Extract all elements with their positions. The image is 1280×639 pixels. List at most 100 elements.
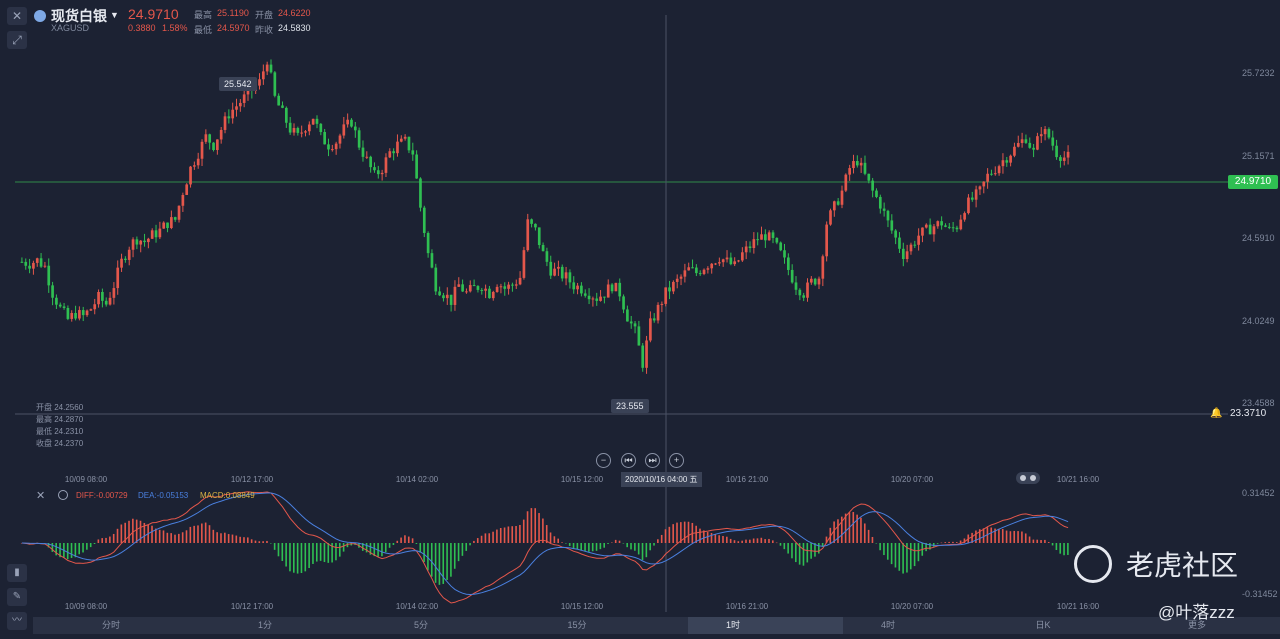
macd-bar: [400, 537, 402, 543]
candle-body: [292, 128, 296, 133]
macd-bar: [438, 543, 441, 585]
macd-bar: [706, 532, 709, 543]
y-tick: 24.0249: [1242, 316, 1275, 326]
draw-tool-button[interactable]: ⤢: [7, 31, 27, 49]
macd-bar: [423, 543, 425, 563]
view-toggle[interactable]: [1016, 472, 1040, 484]
macd-bar: [411, 538, 414, 543]
candle-body: [288, 122, 292, 133]
timeframe-active-highlight: [688, 617, 843, 634]
symbol-name[interactable]: 现货白银: [51, 8, 107, 24]
macd-bar: [97, 539, 100, 543]
chevron-down-icon[interactable]: ▼: [110, 10, 119, 20]
low-marker: 23.555: [611, 399, 649, 413]
candle-body: [511, 284, 514, 286]
candle-body: [894, 230, 897, 238]
tab-timeframe-active[interactable]: 1时: [725, 620, 740, 630]
candle-body: [104, 300, 108, 305]
macd-bar: [611, 542, 613, 544]
macd-bar: [185, 530, 188, 543]
ohlc-open: 开盘 24.2560: [36, 403, 84, 412]
candle-body: [396, 141, 399, 154]
macd-bar: [235, 535, 238, 543]
macd-bar: [580, 543, 583, 551]
tab-timeframe[interactable]: 5分: [413, 620, 428, 630]
macd-bar: [434, 543, 437, 583]
candle-body: [1032, 147, 1035, 150]
macd-bar: [760, 537, 763, 543]
close-chart-button[interactable]: ✕: [7, 7, 27, 25]
candle-body: [43, 265, 47, 267]
macd-bar: [273, 543, 276, 550]
indicator-button[interactable]: ▮: [7, 564, 27, 582]
bell-icon[interactable]: 🔔: [1210, 408, 1223, 419]
candle-body: [216, 139, 219, 151]
candle-body: [426, 232, 430, 254]
candle-body: [622, 296, 625, 310]
macd-bar: [369, 543, 372, 555]
candle-body: [384, 157, 388, 173]
candle-body: [74, 312, 77, 319]
macd-bar: [825, 536, 828, 543]
candle-body: [484, 288, 487, 291]
macd-bar: [384, 543, 387, 553]
x-tick: 10/09 08:00: [64, 475, 108, 484]
zoom-in-button[interactable]: +: [669, 453, 684, 468]
candle-body: [514, 284, 518, 286]
macd-bar: [20, 543, 23, 544]
candle-body: [618, 282, 622, 297]
candle-body: [852, 161, 855, 169]
macd-y-bottom: -0.31452: [1242, 589, 1278, 599]
candle-body: [714, 263, 717, 265]
candle-body: [430, 253, 434, 268]
macd-bar: [994, 528, 996, 543]
pen-button[interactable]: ✎: [7, 588, 27, 606]
candle-body: [576, 285, 579, 290]
line-chart-button[interactable]: 〰: [7, 612, 27, 630]
macd-bar: [1005, 530, 1008, 543]
candle-body: [78, 310, 81, 319]
candle-body: [890, 220, 894, 231]
macd-bar: [710, 532, 713, 543]
candle-body: [675, 278, 679, 282]
candle-body: [645, 340, 648, 368]
candle-body: [760, 234, 763, 240]
candle-body: [921, 227, 924, 236]
macd-bar: [718, 535, 720, 543]
candle-body: [1016, 143, 1020, 147]
macd-bar: [603, 543, 605, 548]
candle-body: [809, 278, 813, 283]
zoom-out-button[interactable]: −: [596, 453, 611, 468]
macd-bar: [530, 508, 533, 543]
tab-timeframe[interactable]: 分时: [101, 620, 120, 630]
x-tick: 10/16 21:00: [725, 475, 769, 484]
candle-body: [495, 286, 499, 292]
candle-body: [832, 201, 836, 211]
macd-bar: [373, 543, 376, 557]
candle-body: [886, 210, 890, 221]
macd-bar: [683, 521, 686, 543]
tab-timeframe[interactable]: 1分: [257, 620, 272, 630]
candle-body: [1024, 139, 1028, 143]
macd-bar: [1024, 533, 1027, 543]
tab-timeframe[interactable]: 15分: [567, 620, 587, 630]
macd-bar: [909, 543, 912, 570]
candle-body: [277, 95, 281, 106]
macd-bar: [1001, 529, 1004, 543]
close-indicator-icon[interactable]: ✕: [36, 490, 46, 502]
macd-bar: [419, 543, 422, 553]
candle-body: [905, 251, 909, 260]
close-icon: ✕: [11, 9, 23, 23]
tab-more[interactable]: 更多: [1187, 620, 1206, 630]
scroll-end-button[interactable]: ⏭: [645, 453, 660, 468]
candle-body: [227, 116, 231, 119]
candle-body: [357, 130, 361, 148]
tab-timeframe[interactable]: 4时: [880, 620, 895, 630]
scroll-start-button[interactable]: ⏮: [621, 453, 636, 468]
tab-timeframe[interactable]: 日K: [1035, 620, 1051, 630]
indicator-settings-icon[interactable]: [58, 490, 68, 500]
macd-bar: [166, 532, 169, 543]
candle-body: [947, 226, 951, 228]
macd-bar: [545, 525, 548, 543]
